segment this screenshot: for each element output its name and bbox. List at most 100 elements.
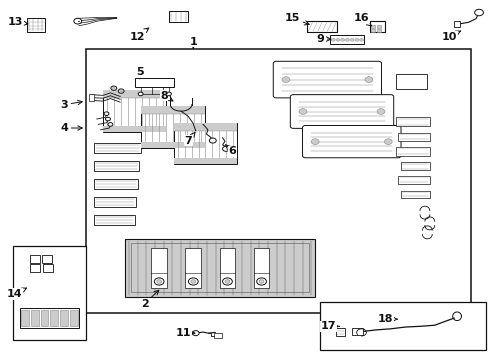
Circle shape <box>330 39 334 41</box>
Text: 5: 5 <box>136 67 143 78</box>
Circle shape <box>222 278 232 285</box>
Bar <box>94 215 135 225</box>
Bar <box>70 310 78 326</box>
Bar <box>151 248 166 288</box>
Bar <box>306 22 336 32</box>
Bar <box>330 35 364 44</box>
Bar <box>141 107 204 114</box>
Text: 11: 11 <box>176 328 195 338</box>
Bar <box>141 107 204 148</box>
Bar <box>125 239 315 297</box>
Circle shape <box>112 87 115 89</box>
Bar <box>43 264 53 272</box>
Circle shape <box>188 278 198 285</box>
FancyBboxPatch shape <box>302 126 400 158</box>
Bar <box>173 123 237 164</box>
Circle shape <box>349 39 353 41</box>
Circle shape <box>111 86 117 90</box>
Circle shape <box>104 112 109 116</box>
Circle shape <box>224 280 229 283</box>
Circle shape <box>354 39 358 41</box>
FancyBboxPatch shape <box>290 95 393 129</box>
Bar <box>94 161 139 171</box>
Bar <box>400 191 429 198</box>
Text: 7: 7 <box>184 132 195 145</box>
Circle shape <box>376 109 384 114</box>
Circle shape <box>384 139 391 144</box>
Bar <box>376 25 380 28</box>
Circle shape <box>282 77 289 82</box>
Circle shape <box>120 90 122 92</box>
Text: 1: 1 <box>189 37 197 48</box>
Bar <box>376 29 380 32</box>
Circle shape <box>222 146 229 151</box>
Circle shape <box>157 280 161 283</box>
Text: 6: 6 <box>225 145 236 156</box>
Bar <box>60 310 68 326</box>
Bar <box>370 25 374 28</box>
Circle shape <box>190 280 195 283</box>
Circle shape <box>474 9 483 16</box>
Bar <box>369 22 384 32</box>
Bar <box>94 179 138 189</box>
Bar <box>103 90 166 98</box>
Bar <box>395 117 429 126</box>
Circle shape <box>259 280 264 283</box>
Bar <box>351 328 362 335</box>
Bar <box>30 255 40 263</box>
Bar <box>21 310 29 326</box>
Bar <box>26 18 45 32</box>
Circle shape <box>299 109 306 114</box>
Bar <box>89 94 94 101</box>
Bar <box>400 162 429 170</box>
Bar <box>173 158 237 164</box>
Text: 13: 13 <box>8 17 28 27</box>
Bar <box>103 90 166 132</box>
Text: 14: 14 <box>6 288 26 299</box>
Bar <box>31 310 39 326</box>
Text: 3: 3 <box>60 100 82 110</box>
Bar <box>320 302 485 350</box>
Bar <box>219 248 235 288</box>
Circle shape <box>166 92 171 96</box>
Bar <box>41 310 48 326</box>
Bar <box>370 29 374 32</box>
Text: 4: 4 <box>60 123 82 133</box>
Circle shape <box>108 123 113 126</box>
Circle shape <box>74 18 81 24</box>
Text: 15: 15 <box>284 13 308 25</box>
Text: 17: 17 <box>320 321 339 331</box>
Circle shape <box>335 39 339 41</box>
Bar <box>397 133 429 140</box>
Bar <box>50 310 58 326</box>
Bar <box>20 308 79 328</box>
Bar <box>213 333 221 338</box>
Circle shape <box>154 278 163 285</box>
Circle shape <box>138 92 143 96</box>
Circle shape <box>118 89 124 93</box>
Bar <box>141 142 204 148</box>
Bar <box>173 123 237 131</box>
Circle shape <box>345 39 348 41</box>
Text: 2: 2 <box>141 290 159 309</box>
Bar <box>131 243 309 292</box>
Text: 18: 18 <box>377 314 396 324</box>
Bar <box>86 49 470 313</box>
Text: 12: 12 <box>129 28 148 41</box>
Circle shape <box>359 39 363 41</box>
Bar <box>135 78 173 87</box>
Bar <box>397 176 429 184</box>
Bar <box>395 147 429 156</box>
Bar <box>94 197 136 207</box>
Circle shape <box>209 138 216 143</box>
Bar <box>253 248 269 288</box>
Bar <box>103 126 166 132</box>
Circle shape <box>311 139 319 144</box>
Circle shape <box>192 330 199 336</box>
Circle shape <box>340 39 344 41</box>
Bar <box>185 248 201 288</box>
Text: 9: 9 <box>316 34 330 44</box>
Circle shape <box>256 278 266 285</box>
Bar <box>453 21 459 27</box>
Bar <box>335 328 344 336</box>
